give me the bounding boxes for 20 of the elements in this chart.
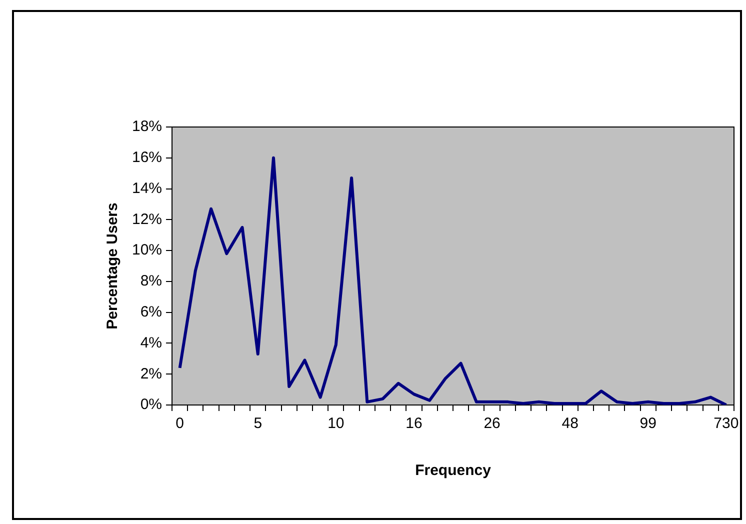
- x-tick-label: 48: [562, 415, 578, 432]
- x-tick-label: 10: [328, 415, 344, 432]
- x-tick-label: 0: [176, 415, 184, 432]
- y-tick-label: 14%: [132, 180, 162, 197]
- x-tick-label: 26: [484, 415, 500, 432]
- y-tick-label: 8%: [140, 272, 162, 290]
- x-tick-label: 730: [714, 415, 739, 432]
- y-tick-label: 2%: [140, 365, 162, 382]
- y-axis-title: Percentage Users: [104, 202, 122, 330]
- y-tick-label: 12%: [132, 210, 162, 228]
- y-tick-label: 6%: [140, 303, 162, 320]
- x-tick-label: 16: [406, 415, 422, 432]
- y-tick-label: 4%: [140, 334, 162, 352]
- y-tick-label: 18%: [132, 118, 162, 136]
- y-tick-label: 10%: [132, 242, 162, 259]
- x-tick-label: 99: [640, 415, 656, 432]
- y-tick-label: 0%: [140, 396, 162, 414]
- y-tick-label: 16%: [132, 149, 162, 166]
- x-axis-title: Frequency: [415, 462, 492, 480]
- x-tick-label: 5: [254, 415, 262, 432]
